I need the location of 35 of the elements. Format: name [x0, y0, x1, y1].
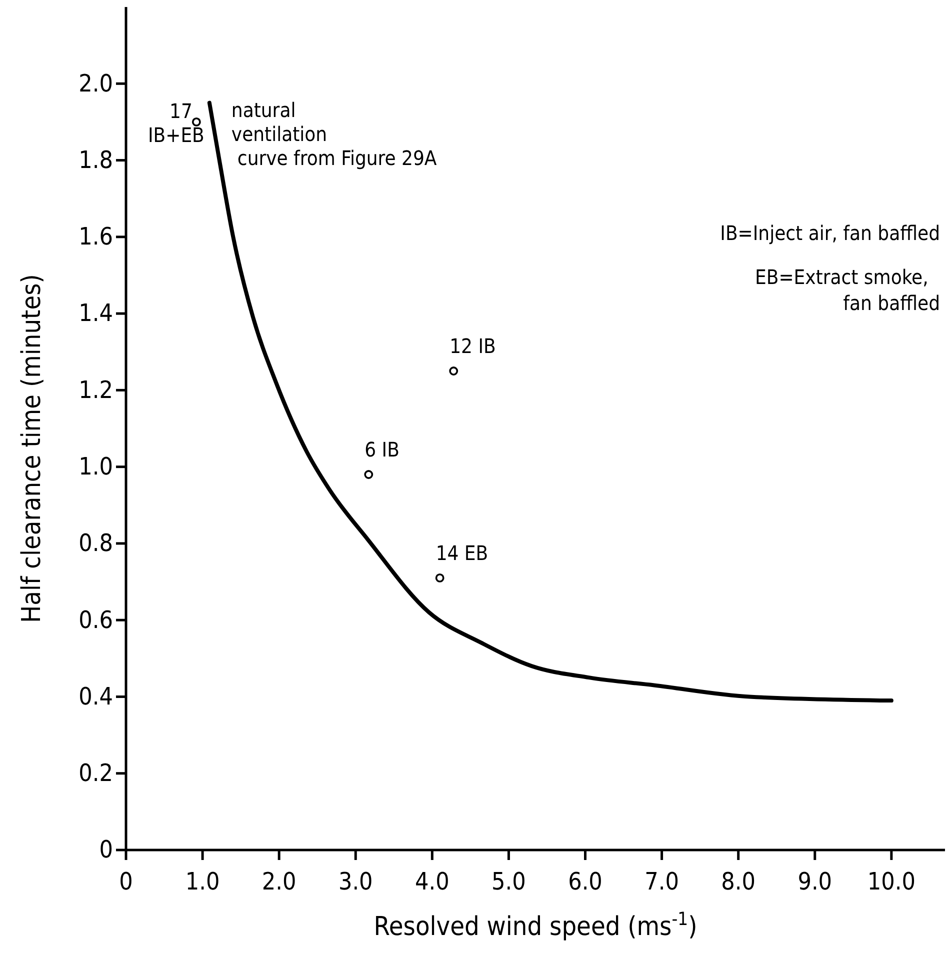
x-tick-label: 5.0 [492, 867, 526, 896]
y-tick-label: 0.8 [78, 529, 113, 558]
y-tick-label: 1.4 [78, 299, 113, 328]
x-tick-label: 1.0 [185, 867, 220, 896]
point [192, 117, 201, 126]
x-tick-label: 8.0 [721, 867, 756, 896]
annotation: 14 EB [436, 540, 488, 565]
annotation: 17 IB+EB [148, 98, 204, 147]
annotation: natural ventilation curve from Figure 29A [231, 98, 438, 170]
annotation: IB=Inject air, fan baffled [720, 221, 940, 245]
x-tick-label: 9.0 [798, 867, 832, 896]
x-tick-label: 2.0 [262, 867, 296, 896]
y-axis-title: Half clearance time (minutes) [17, 274, 47, 623]
annotation: 12 IB [450, 334, 496, 358]
y-tick-label: 1.6 [78, 222, 113, 251]
point [449, 366, 458, 376]
y-tick-label: 2.0 [78, 69, 113, 98]
point [364, 470, 374, 479]
x-tick-label: 0 [119, 867, 133, 896]
x-tick-label: 7.0 [644, 867, 679, 896]
y-tick-label: 0 [99, 836, 113, 864]
y-tick-label: 1.0 [78, 452, 113, 480]
annotation: 6 IB [364, 437, 400, 462]
y-tick-label: 0.4 [78, 682, 113, 710]
x-tick-label: 10.0 [867, 867, 916, 896]
annotation: EB=Extract smoke, fan baffled [755, 265, 940, 315]
x-axis-title: Resolved wind speed (ms$^{-1}$) [374, 908, 698, 942]
y-tick-label: 0.2 [78, 759, 113, 788]
y-tick-label: 1.8 [78, 146, 113, 174]
point [435, 573, 444, 582]
y-tick-label: 0.6 [78, 606, 113, 634]
x-tick-label: 6.0 [568, 867, 602, 896]
y-tick-label: 1.2 [78, 376, 113, 404]
x-tick-label: 3.0 [338, 867, 373, 896]
x-tick-label: 4.0 [415, 867, 450, 896]
